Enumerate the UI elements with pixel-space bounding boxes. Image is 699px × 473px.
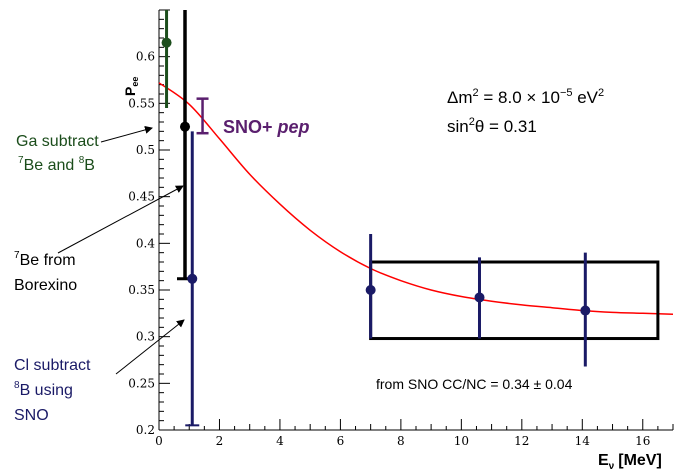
x-tick-label: 4: [276, 434, 284, 448]
x-tick-label: 14: [575, 434, 591, 448]
point-marker: [580, 305, 591, 316]
sno-box-layer: [369, 260, 660, 341]
ga-annotation-line1: Ga subtract: [16, 133, 99, 150]
point-marker: [365, 285, 376, 295]
x-tick-label: 2: [216, 434, 224, 448]
y-tick-label: 0.5: [136, 143, 155, 157]
y-tick-label: 0.45: [128, 190, 155, 204]
y-tick-label: 0.35: [128, 283, 155, 297]
x-tick-label: 10: [454, 434, 469, 448]
data-point-sno1: [365, 234, 376, 339]
cl-annotation-line1: Cl subtract: [14, 357, 91, 374]
sin2theta-label: sin2θ = 0.31: [447, 116, 537, 136]
x-axis-label-sub: ν: [609, 461, 615, 472]
y-tick-label: 0.4: [136, 236, 155, 250]
cl-arrow: [115, 319, 185, 375]
point-marker: [474, 292, 485, 303]
sno-plus-pep-label: SNO+ pep: [223, 117, 310, 137]
axes: [158, 10, 673, 431]
cl-annotation-line2: 8B using: [14, 380, 73, 399]
y-axis-label-sub: ee: [130, 77, 140, 87]
cl-annotation-line3: SNO: [14, 407, 49, 424]
tick-marks: [158, 9, 674, 431]
sno-band-box: [369, 260, 660, 341]
point-marker: [161, 37, 172, 48]
data-point-sno2: [474, 257, 485, 339]
point-marker: [187, 273, 198, 284]
x-tick-label: 16: [635, 434, 650, 448]
be-annotation-line2: Borexino: [14, 277, 77, 294]
be-annotation-line1: 7Be from: [14, 250, 76, 269]
data-point-7be: [177, 10, 194, 281]
x-axis-label-unit: [MeV]: [618, 452, 662, 469]
y-tick-label: 0.6: [136, 50, 155, 64]
x-tick-label: 8: [397, 434, 405, 448]
y-tick-label: 0.3: [136, 330, 155, 344]
data-points-layer: [161, 10, 591, 427]
sno-plus-pep-bar: [196, 97, 209, 135]
be-arrow: [57, 185, 184, 254]
y-axis-label: Pee: [122, 77, 140, 96]
y-tick-label: 0.55: [128, 96, 155, 110]
x-tick-label: 12: [514, 434, 529, 448]
y-tick-label: 0.25: [128, 376, 155, 390]
y-tick-label: 0.2: [136, 423, 155, 437]
tick-labels: 0 2 4 6 8 10 12 14 16 0.2 0.25 0.3 0.35 0.4 0.45 0.5 0.5…: [128, 50, 650, 448]
x-axis-label: Eν [MeV]: [598, 452, 662, 472]
data-point-ga: [161, 10, 172, 108]
point-marker: [180, 121, 191, 132]
data-point-cl: [185, 131, 200, 427]
data-point-sno3: [580, 252, 591, 367]
ga-arrow: [100, 125, 153, 143]
dm2-label: Δm2 = 8.0 × 10−5 eV2: [447, 87, 604, 107]
ga-annotation-line2: 7Be and 8B: [18, 155, 95, 174]
sno-ccnc-label: from SNO CC/NC = 0.34 ± 0.04: [376, 376, 573, 392]
x-tick-label: 6: [337, 434, 345, 448]
x-tick-label: 0: [155, 434, 163, 448]
